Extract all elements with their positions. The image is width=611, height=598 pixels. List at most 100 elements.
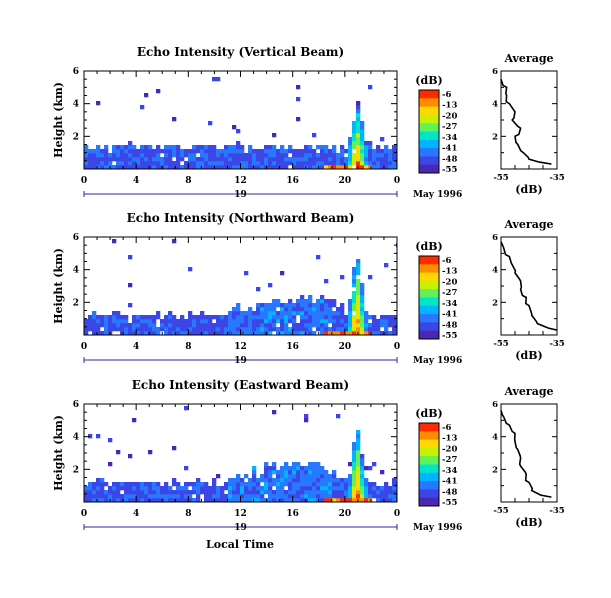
x-tick-label: 20 [339, 342, 352, 352]
profile-y-tick: 2 [492, 298, 498, 308]
y-axis-label: Height (km) [52, 415, 65, 491]
colorbar-label: -6 [442, 90, 452, 100]
colorbar-label: -48 [442, 154, 457, 164]
x-tick-label: 4 [133, 176, 139, 186]
colorbar-label: -55 [442, 498, 457, 508]
profile-x-label: (dB) [515, 349, 542, 362]
colorbar-label: -34 [442, 133, 457, 143]
colorbar-segment [419, 305, 439, 315]
profile-x-tick: -35 [549, 339, 564, 349]
x-tick-label: 20 [339, 176, 352, 186]
profile-y-tick: 4 [492, 266, 498, 276]
x-tick-label: 12 [234, 176, 247, 186]
y-tick-label: 4 [73, 433, 79, 443]
colorbar-segment [419, 464, 439, 474]
profile-y-tick: 6 [492, 400, 498, 410]
y-tick-label: 2 [73, 465, 79, 475]
y-tick-label: 6 [73, 400, 79, 410]
colorbar-segment [419, 98, 439, 108]
colorbar-label: -6 [442, 256, 452, 266]
profile-y-tick: 2 [492, 465, 498, 475]
colorbar-label: -34 [442, 299, 457, 309]
colorbar-segment [419, 114, 439, 124]
y-tick-label: 2 [73, 298, 79, 308]
profile-x-tick: -35 [549, 506, 564, 516]
x-tick-label: 8 [185, 509, 191, 519]
colorbar-label: -13 [442, 267, 457, 277]
x-tick-label: 0 [394, 509, 400, 519]
profile-x-tick: -55 [493, 506, 508, 516]
echo-heatmap [84, 406, 397, 502]
colorbar-label: -6 [442, 423, 452, 433]
profile-frame [500, 236, 558, 336]
colorbar-label: -20 [442, 444, 457, 454]
echo-heatmap [84, 77, 397, 169]
x-tick-label: 4 [133, 342, 139, 352]
x-tick-label: 16 [286, 176, 299, 186]
profile-y-tick: 4 [492, 433, 498, 443]
colorbar-label: -48 [442, 487, 457, 497]
colorbar-label: -41 [442, 310, 457, 320]
colorbar-segment [419, 481, 439, 490]
x-tick-label: 0 [81, 342, 87, 352]
panel-title: Echo Intensity (Vertical Beam) [137, 45, 344, 59]
profile-x-tick: -35 [549, 173, 564, 183]
x-tick-label: 12 [234, 342, 247, 352]
y-tick-label: 4 [73, 100, 79, 110]
colorbar-label: -55 [442, 331, 457, 341]
profile-frame [500, 403, 558, 503]
colorbar-segment [419, 289, 439, 298]
colorbar-segment [419, 280, 439, 290]
y-axis-label: Height (km) [52, 248, 65, 324]
colorbar-segment [419, 489, 439, 499]
colorbar-segment [419, 330, 439, 340]
x-tick-label: 16 [286, 342, 299, 352]
colorbar-label: -20 [442, 111, 457, 121]
colorbar-unit: (dB) [415, 407, 442, 420]
day-label: 19 [234, 356, 247, 366]
profile-title: Average [503, 385, 553, 398]
date-label: May 1996 [413, 523, 462, 533]
colorbar-label: -55 [442, 165, 457, 175]
y-axis-label: Height (km) [52, 82, 65, 158]
panel-2: Echo Intensity (Northward Beam) Height (k… [52, 211, 565, 366]
x-tick-label: 12 [234, 509, 247, 519]
x-tick-label: 8 [185, 176, 191, 186]
panel-title: Echo Intensity (Northward Beam) [127, 211, 355, 225]
x-tick-label: 8 [185, 342, 191, 352]
colorbar-segment [419, 322, 439, 332]
x-axis-title: Local Time [206, 538, 274, 551]
colorbar-frame [418, 255, 440, 340]
colorbar-label: -13 [442, 101, 457, 111]
date-label: May 1996 [413, 356, 462, 366]
profile-y-tick: 4 [492, 100, 498, 110]
colorbar-segment [419, 90, 439, 99]
profile-x-tick: -55 [493, 173, 508, 183]
colorbar-label: -27 [442, 288, 457, 298]
profile-title: Average [503, 218, 553, 231]
colorbar-segment [419, 439, 439, 449]
y-tick-label: 2 [73, 132, 79, 142]
colorbar-segment [419, 314, 439, 323]
day-label: 19 [234, 190, 247, 200]
colorbar-unit: (dB) [415, 74, 442, 87]
colorbar-label: -27 [442, 122, 457, 132]
panel-3: Echo Intensity (Eastward Beam) Height (km… [52, 378, 565, 533]
colorbar-frame [418, 422, 440, 507]
x-tick-label: 0 [81, 509, 87, 519]
profile-x-label: (dB) [515, 183, 542, 196]
colorbar-label: -13 [442, 434, 457, 444]
colorbar-segment [419, 139, 439, 149]
colorbar-segment [419, 131, 439, 141]
colorbar-segment [419, 272, 439, 282]
profile-frame [500, 70, 558, 170]
y-tick-label: 6 [73, 233, 79, 243]
profile-y-tick: 2 [492, 132, 498, 142]
colorbar-segment [419, 447, 439, 457]
average-profile-line [500, 78, 552, 165]
day-label: 19 [234, 523, 247, 533]
profile-x-tick: -55 [493, 339, 508, 349]
profile-y-tick: 6 [492, 67, 498, 77]
x-tick-label: 0 [81, 176, 87, 186]
